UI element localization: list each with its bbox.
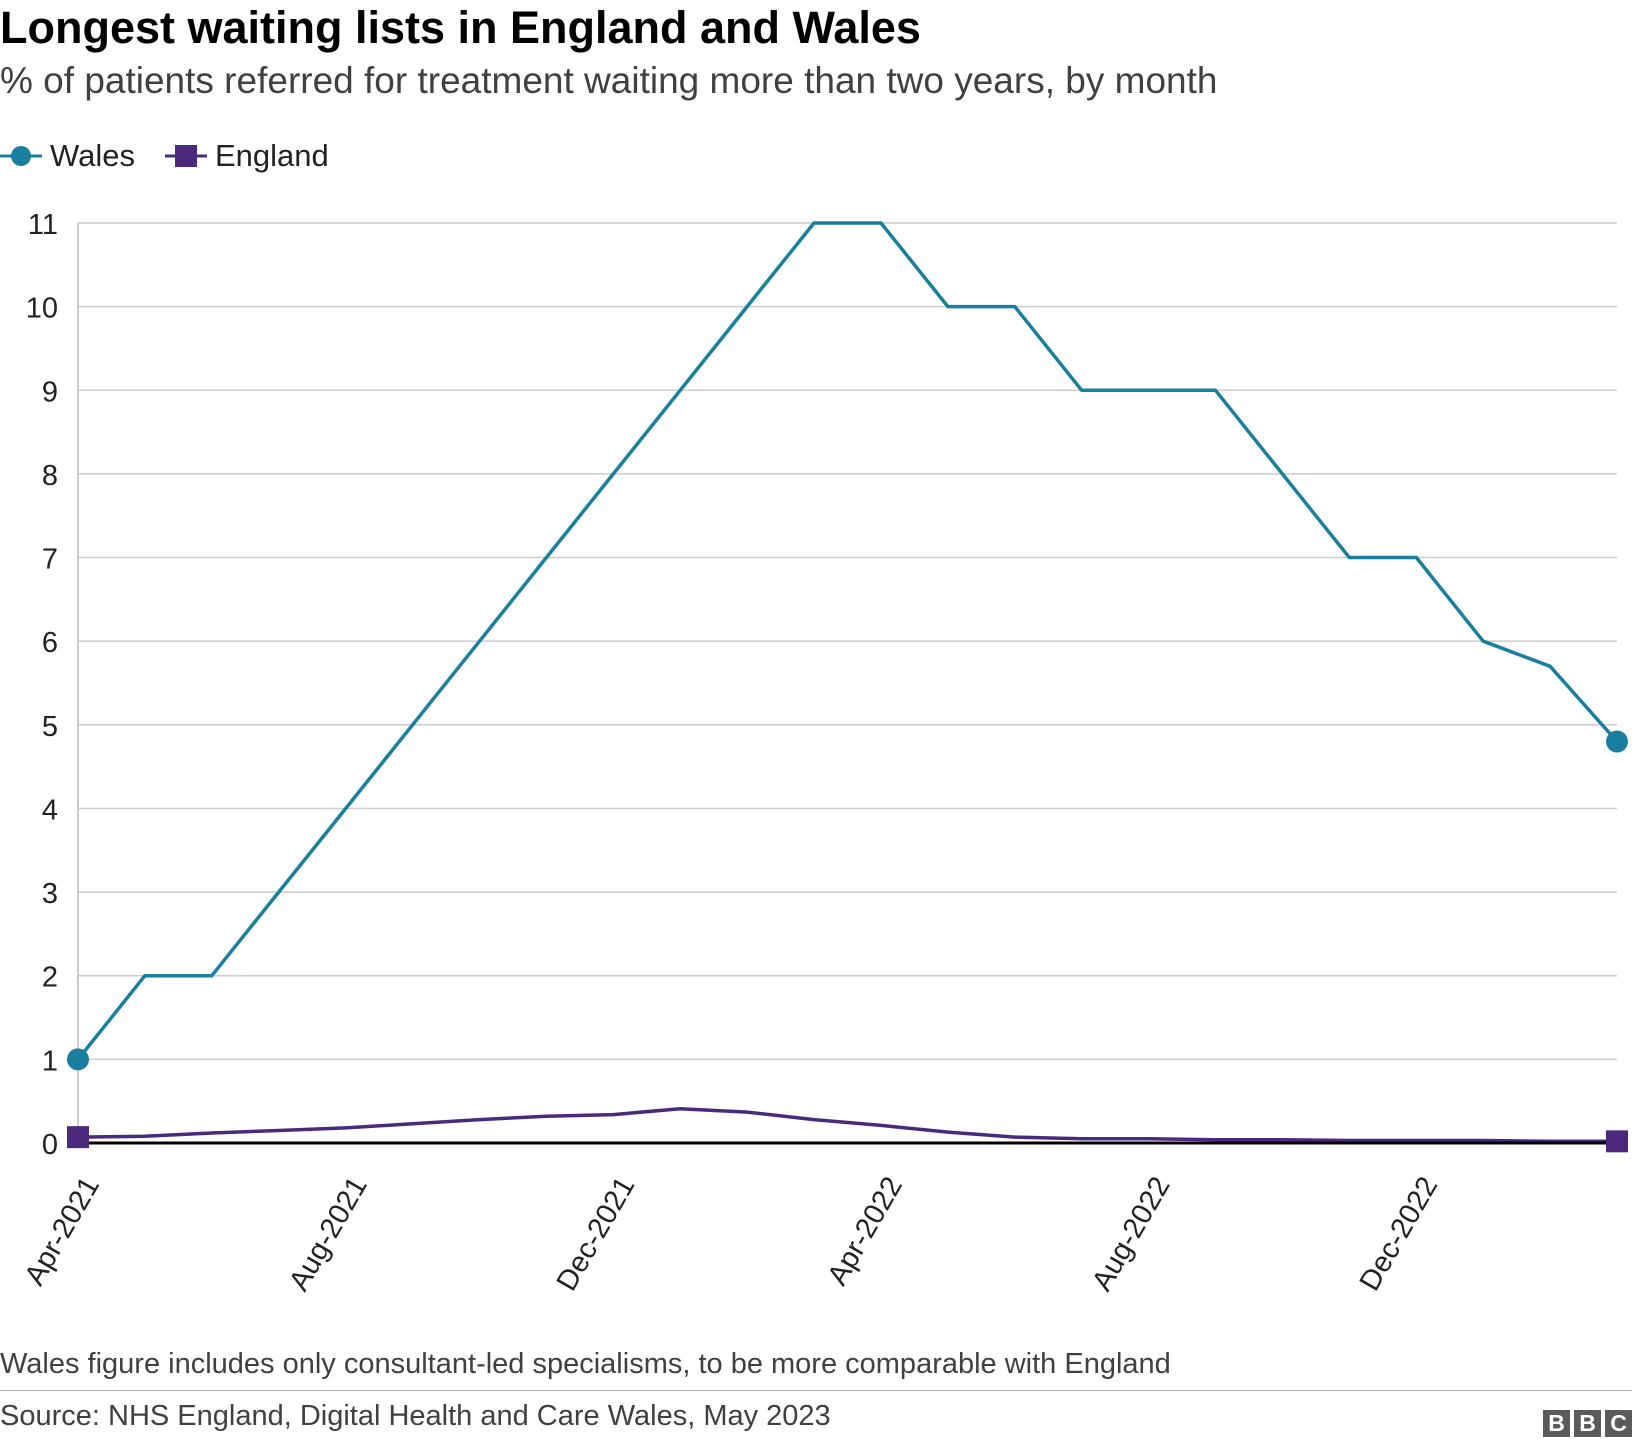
square-marker-icon <box>164 145 207 167</box>
legend-item-england: England <box>164 138 329 174</box>
england-endpoint-marker <box>1606 1130 1628 1153</box>
y-tick-label: 5 <box>42 711 58 743</box>
england-endpoint-marker <box>67 1126 89 1149</box>
y-tick-label: 2 <box>42 962 58 994</box>
legend-item-wales: Wales <box>0 138 135 174</box>
y-tick-label: 8 <box>42 460 58 492</box>
x-tick-label: Dec-2021 <box>551 1172 642 1297</box>
y-tick-label: 0 <box>42 1129 58 1161</box>
series-line-wales <box>76 221 1619 1062</box>
legend: Wales England <box>0 134 359 178</box>
bbc-logo: B B C <box>1543 1410 1632 1437</box>
wales-endpoint-marker <box>67 1048 89 1071</box>
legend-label-wales: Wales <box>50 138 135 173</box>
source-credit: Source: NHS England, Digital Health and … <box>0 1400 831 1432</box>
bbc-logo-letter: B <box>1574 1410 1601 1437</box>
bbc-logo-letter: C <box>1605 1410 1632 1437</box>
legend-label-england: England <box>214 138 329 173</box>
y-tick-label: 1 <box>42 1045 58 1077</box>
y-tick-label: 4 <box>42 794 58 826</box>
footer-divider <box>0 1390 1632 1391</box>
y-tick-label: 9 <box>42 376 58 408</box>
chart-subtitle: % of patients referred for treatment wai… <box>0 60 1218 101</box>
x-tick-label: Aug-2021 <box>283 1172 374 1297</box>
line-chart: 0 1 2 3 4 5 6 7 8 9 10 11 Apr-2021 Aug-2021 Dec-2021 Ap… <box>19 209 1628 1297</box>
circle-marker-icon <box>0 146 42 166</box>
x-tick-label: Apr-2021 <box>19 1172 106 1291</box>
wales-endpoint-marker <box>1606 730 1628 753</box>
footnote: Wales figure includes only consultant-le… <box>0 1348 1171 1380</box>
x-tick-label: Aug-2022 <box>1086 1172 1177 1297</box>
y-tick-label: 6 <box>42 627 58 659</box>
y-tick-label: 10 <box>26 293 58 325</box>
bbc-logo-letter: B <box>1543 1410 1570 1437</box>
y-tick-label: 7 <box>42 544 58 576</box>
x-tick-label: Apr-2022 <box>822 1172 909 1291</box>
x-tick-label: Dec-2022 <box>1354 1172 1445 1297</box>
series-line-england <box>76 1106 1619 1144</box>
y-tick-label: 3 <box>42 878 58 910</box>
chart-title: Longest waiting lists in England and Wal… <box>0 2 921 53</box>
y-tick-label: 11 <box>28 209 58 241</box>
